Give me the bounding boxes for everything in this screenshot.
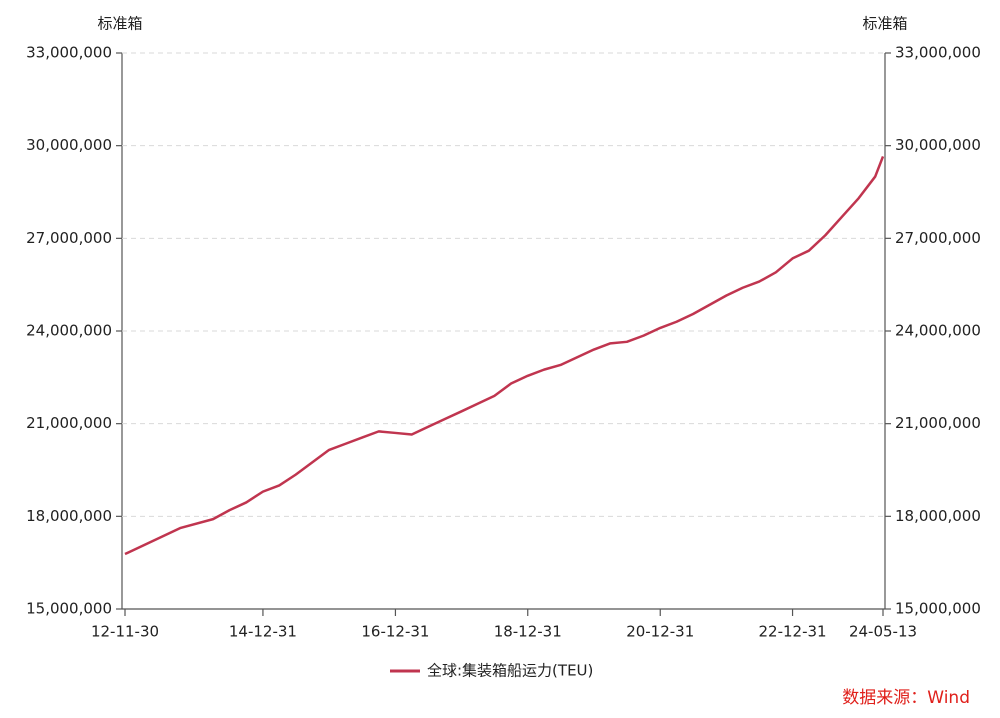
- y-tick-label: 24,000,000: [26, 322, 112, 340]
- x-tick-label: 24-05-13: [849, 623, 917, 641]
- x-tick-label: 12-11-30: [91, 623, 159, 641]
- x-tick-label: 20-12-31: [626, 623, 694, 641]
- y-tick-label: 33,000,000: [26, 44, 112, 62]
- y2-tick-label: 33,000,000: [895, 44, 981, 62]
- series-line: [124, 156, 885, 556]
- x-tick-label: 18-12-31: [494, 623, 562, 641]
- y-tick-label: 27,000,000: [26, 229, 112, 247]
- y-tick-label: 30,000,000: [26, 136, 112, 154]
- y2-tick-label: 21,000,000: [895, 414, 981, 432]
- legend-label: 全球:集装箱船运力(TEU): [427, 662, 593, 680]
- source-note: 数据来源：Wind: [842, 688, 970, 708]
- x-tick-label: 14-12-31: [229, 623, 297, 641]
- y-tick-label: 15,000,000: [26, 600, 112, 618]
- x-tick-label: 16-12-31: [361, 623, 429, 641]
- y-axis-unit: 标准箱: [97, 15, 142, 33]
- y2-tick-label: 15,000,000: [895, 600, 981, 618]
- y2-tick-label: 27,000,000: [895, 229, 981, 247]
- y-tick-label: 21,000,000: [26, 414, 112, 432]
- y2-tick-label: 18,000,000: [895, 507, 981, 525]
- x-tick-label: 22-12-31: [759, 623, 827, 641]
- y-tick-label: 18,000,000: [26, 507, 112, 525]
- y2-tick-label: 30,000,000: [895, 136, 981, 154]
- y2-axis-unit: 标准箱: [862, 15, 907, 33]
- y2-tick-label: 24,000,000: [895, 322, 981, 340]
